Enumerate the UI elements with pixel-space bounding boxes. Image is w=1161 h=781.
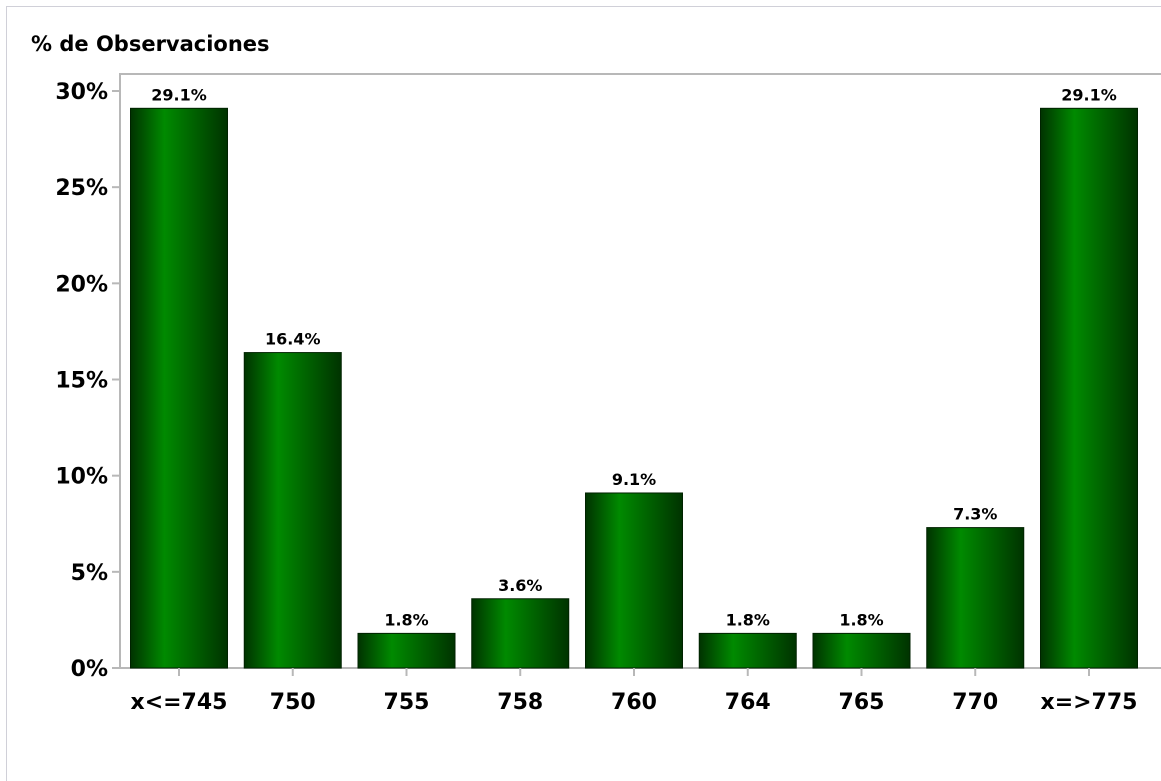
bar xyxy=(357,632,456,669)
bar-chart: % de Observaciones 0% 5% 10% 15% 20% 25% 30% 2… xyxy=(31,32,1161,715)
chart-frame: % de Observaciones 0% 5% 10% 15% 20% 25% 30% 2… xyxy=(6,6,1161,781)
x-tick-label: x=>775 xyxy=(1041,690,1138,715)
bar-data-label: 1.8% xyxy=(839,610,883,629)
y-tick-label: 15% xyxy=(55,369,108,394)
bar-data-label: 1.8% xyxy=(384,610,428,629)
bar-data-label: 7.3% xyxy=(953,505,997,524)
bar xyxy=(1040,107,1138,669)
bar xyxy=(585,492,683,669)
bar xyxy=(130,107,228,669)
x-tick-label: 760 xyxy=(611,690,657,715)
y-tick-label: 10% xyxy=(55,465,108,490)
bar-data-label: 16.4% xyxy=(265,330,321,349)
y-tick-label: 30% xyxy=(55,80,108,105)
y-tick-label: 5% xyxy=(71,561,108,586)
y-tick-label: 25% xyxy=(55,176,108,201)
x-tick-label: 755 xyxy=(384,690,430,715)
bars-group: 29.1% 16.4% 1.8% 3.6% 9.1% 1.8% 1.8% 7.3% 29.1% xyxy=(130,85,1138,669)
x-tick-label: 750 xyxy=(270,690,316,715)
y-axis: 0% 5% 10% 15% 20% 25% 30% xyxy=(55,80,120,682)
bar xyxy=(698,632,797,669)
bar xyxy=(243,352,342,669)
x-tick-label: 765 xyxy=(839,690,885,715)
x-tick-label: x<=745 xyxy=(131,690,228,715)
bar xyxy=(471,598,570,669)
x-tick-label: 770 xyxy=(952,690,998,715)
bar-data-label: 29.1% xyxy=(1061,85,1117,104)
bar xyxy=(812,632,911,669)
bar-data-label: 9.1% xyxy=(612,470,656,489)
x-tick-label: 758 xyxy=(497,690,543,715)
x-axis: x<=745 750 755 758 760 764 765 770 x=>775 xyxy=(131,668,1138,715)
y-tick-label: 20% xyxy=(55,272,108,297)
bar xyxy=(926,527,1025,669)
x-tick-label: 764 xyxy=(725,690,771,715)
bar-data-label: 1.8% xyxy=(726,610,770,629)
bar-data-label: 29.1% xyxy=(151,85,207,104)
y-tick-label: 0% xyxy=(71,657,108,682)
y-axis-title: % de Observaciones xyxy=(31,32,270,56)
bar-data-label: 3.6% xyxy=(498,576,542,595)
